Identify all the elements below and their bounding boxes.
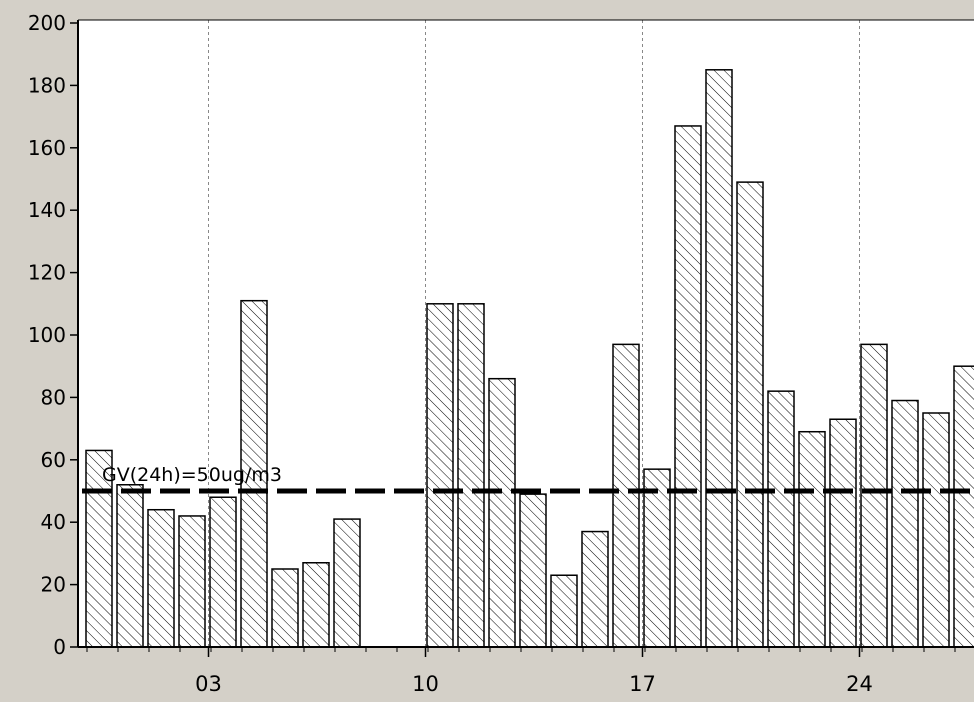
- bar-day-19: [643, 468, 671, 648]
- reference-line-label: GV(24h)=50ug/m3: [102, 464, 282, 486]
- y-tick-label-120: 120: [28, 261, 66, 285]
- vertical-gridlines: [208, 20, 860, 647]
- bar-day-25: [829, 418, 857, 648]
- bar-day-16: [550, 574, 578, 648]
- y-tick-label-200: 200: [28, 11, 66, 35]
- bar-day-22: [736, 181, 764, 648]
- bar-day-9: [333, 518, 361, 648]
- y-tick-label-40: 40: [41, 510, 66, 534]
- bar-day-26: [860, 343, 888, 648]
- bar-day-3: [147, 508, 175, 648]
- bar-day-15: [519, 493, 547, 648]
- bar-day-5: [209, 496, 237, 648]
- reference-line-group: GV(24h)=50ug/m3: [82, 464, 974, 494]
- bar-day-2: [116, 484, 144, 648]
- bar-day-29: [953, 365, 974, 648]
- bar-day-12: [426, 303, 454, 648]
- y-tick-label-100: 100: [28, 323, 66, 347]
- bar-day-17: [581, 530, 609, 648]
- y-tick-label-140: 140: [28, 198, 66, 222]
- y-tick-label-20: 20: [41, 573, 66, 597]
- bar-day-4: [178, 515, 206, 648]
- bar-day-14: [488, 377, 516, 648]
- axes: 0 20 40 60 80 100 120 140 160 180 200 03 10 17 24: [28, 11, 974, 696]
- bar-day-21: [705, 69, 733, 648]
- y-tick-label-180: 180: [28, 73, 66, 97]
- x-tick-label-24: 24: [846, 672, 873, 696]
- bar-day-7: [271, 568, 299, 648]
- x-tick-label-03: 03: [195, 672, 222, 696]
- bar-day-24: [798, 430, 826, 648]
- bar-day-23: [767, 390, 795, 648]
- y-tick-label-160: 160: [28, 136, 66, 160]
- bar-day-28: [922, 412, 950, 648]
- y-tick-label-60: 60: [41, 448, 66, 472]
- bar-day-6: [240, 299, 268, 648]
- bar-day-20: [674, 125, 702, 648]
- bar-day-13: [457, 303, 485, 648]
- bar-day-8: [302, 562, 330, 648]
- bars: [85, 69, 974, 648]
- y-tick-label-0: 0: [53, 635, 66, 659]
- x-tick-label-10: 10: [412, 672, 439, 696]
- x-tick-label-17: 17: [629, 672, 656, 696]
- bar-day-18: [612, 343, 640, 648]
- y-tick-label-80: 80: [41, 385, 66, 409]
- bar-day-27: [891, 399, 919, 648]
